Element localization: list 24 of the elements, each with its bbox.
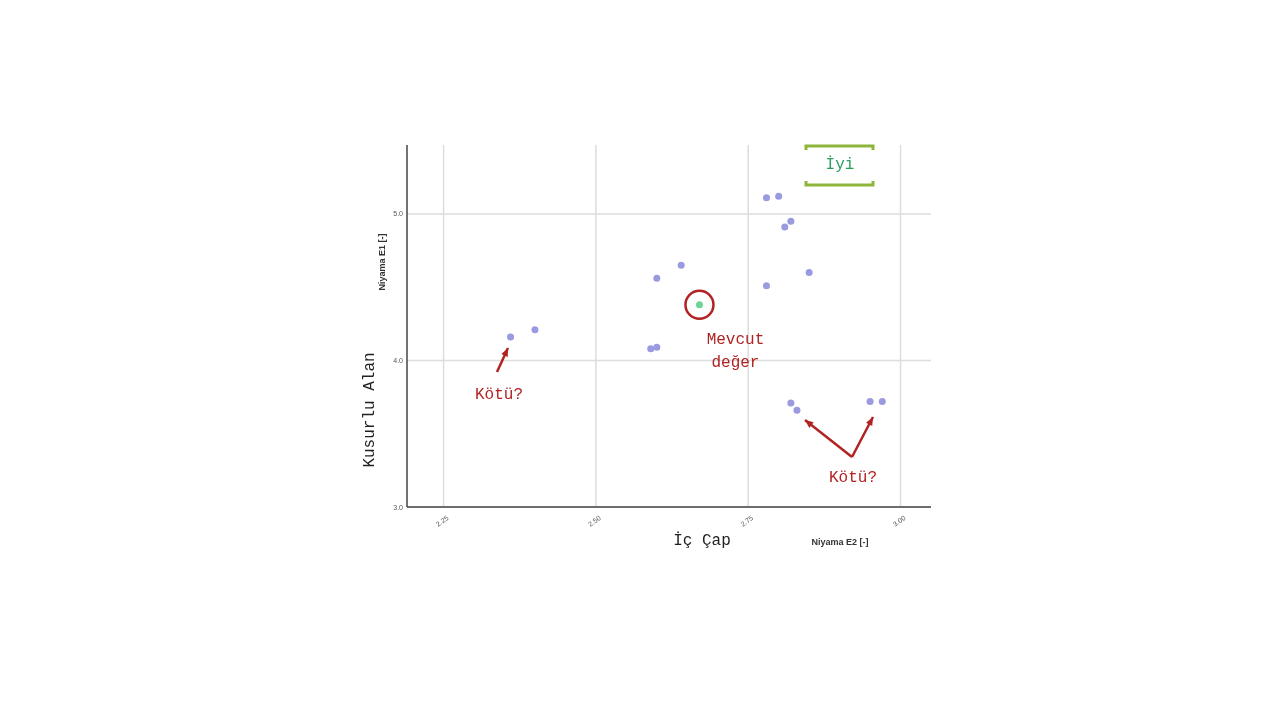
text: Niyama E1 [-] [377,233,387,291]
point [653,343,661,351]
point [762,282,770,290]
y-axis-title: Kusurlu Alan [361,352,379,468]
point [787,217,795,225]
point [878,397,886,405]
point [531,326,539,334]
text: Niyama E2 [-] [811,537,869,547]
x-axis-title: İç Çap [673,531,731,550]
annotation: Mevcut değer [706,330,765,372]
annotation: İyi [825,155,855,174]
point [775,192,783,200]
point [866,397,874,405]
point [653,274,661,282]
point [762,194,770,202]
point [805,269,813,277]
point [793,406,801,414]
point [507,333,515,341]
annotation: Kötü? [828,469,878,487]
annotation: Kötü? [474,386,524,404]
point [787,399,795,407]
point [781,223,789,231]
point [677,261,685,269]
point [647,345,655,353]
